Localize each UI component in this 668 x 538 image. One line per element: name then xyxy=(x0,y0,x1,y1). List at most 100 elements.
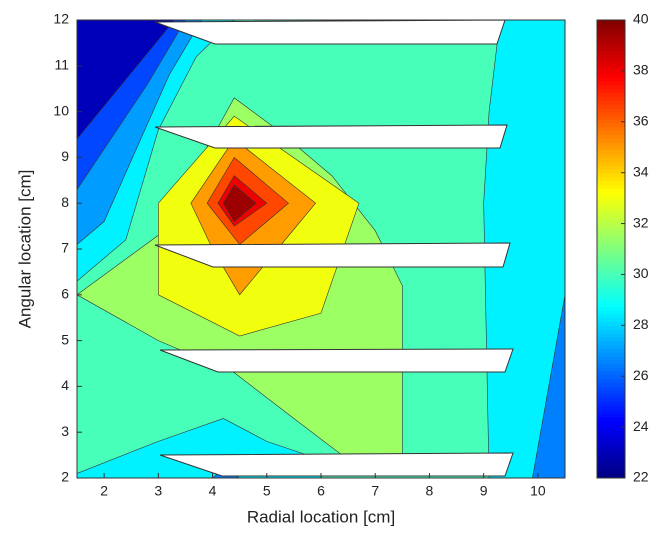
colorbar-cell xyxy=(597,138,625,143)
colorbar-cell xyxy=(597,35,625,40)
x-tick-label: 4 xyxy=(209,483,217,499)
colorbar-cell xyxy=(597,310,625,315)
colorbar-cell xyxy=(597,329,625,334)
colorbar-cell xyxy=(597,161,625,166)
colorbar-cell xyxy=(597,260,625,265)
colorbar-tick-label: 28 xyxy=(633,316,649,332)
colorbar-cell xyxy=(597,214,625,219)
colorbar-cell xyxy=(597,336,625,342)
colorbar-cell xyxy=(597,172,625,177)
colorbar-cell xyxy=(597,420,625,426)
colorbar-cell xyxy=(597,252,625,258)
colorbar-cell xyxy=(597,268,625,273)
x-tick-label: 10 xyxy=(530,483,546,499)
y-tick-label: 3 xyxy=(61,423,69,439)
colorbar-cell xyxy=(597,61,625,67)
colorbar-cell xyxy=(597,283,625,288)
colorbar-cell xyxy=(597,405,625,410)
colorbar-cell xyxy=(597,168,625,174)
colorbar-cell xyxy=(597,374,625,380)
colorbar-cell xyxy=(597,119,625,124)
colorbar-cell xyxy=(597,340,625,345)
colorbar-cell xyxy=(597,287,625,292)
contour-region xyxy=(223,184,257,222)
colorbar-cell xyxy=(597,249,625,254)
x-tick-label: 5 xyxy=(263,483,271,499)
y-tick-label: 10 xyxy=(53,102,69,118)
colorbar-cell xyxy=(597,191,625,197)
colorbar-cell xyxy=(597,176,625,181)
colorbar-cell xyxy=(597,23,625,29)
x-tick-label: 2 xyxy=(100,483,108,499)
colorbar-cell xyxy=(597,394,625,399)
colorbar: 22 24 26 28 30 32 34 36 38 40 xyxy=(596,11,649,485)
colorbar-cell xyxy=(597,325,625,330)
colorbar-cell xyxy=(597,424,625,429)
colorbar-cell xyxy=(597,455,625,460)
colorbar-cell xyxy=(597,58,625,63)
colorbar-cell xyxy=(597,50,625,55)
colorbar-cell xyxy=(597,432,625,437)
y-tick-label: 6 xyxy=(61,286,69,302)
colorbar-cell xyxy=(597,180,625,185)
colorbar-cell xyxy=(597,279,625,284)
colorbar-cell xyxy=(597,355,625,361)
colorbar-cell xyxy=(597,96,625,101)
colorbar-cell xyxy=(597,413,625,418)
colorbar-tick-label: 24 xyxy=(633,418,649,434)
colorbar-cell xyxy=(597,298,625,303)
colorbar-cell xyxy=(597,42,625,48)
colorbar-cell xyxy=(597,218,625,223)
colorbar-cell xyxy=(597,470,625,475)
colorbar-cell xyxy=(597,184,625,189)
colorbar-cell xyxy=(597,443,625,448)
colorbar-cell xyxy=(597,130,625,135)
colorbar-cell xyxy=(597,92,625,97)
colorbar-cell xyxy=(597,359,625,364)
colorbar-cell xyxy=(597,195,625,200)
fin xyxy=(159,452,514,477)
colorbar-cell xyxy=(597,123,625,128)
colorbar-cell xyxy=(597,332,625,338)
colorbar-cell xyxy=(597,203,625,208)
fins xyxy=(154,19,514,477)
x-tick-label: 6 xyxy=(317,483,325,499)
colorbar-cell xyxy=(597,54,625,59)
colorbar-tick-label: 30 xyxy=(633,265,649,281)
colorbar-tick-label: 34 xyxy=(633,163,649,179)
x-tick-label: 3 xyxy=(154,483,162,499)
colorbar-cell xyxy=(597,157,625,162)
fin xyxy=(154,19,506,45)
x-axis-label: Radial location [cm] xyxy=(247,507,395,526)
colorbar-cell xyxy=(597,153,625,158)
colorbar-cell xyxy=(597,451,625,456)
colorbar-tick-label: 36 xyxy=(633,112,649,128)
colorbar-cell xyxy=(597,317,625,323)
colorbar-cell xyxy=(597,428,625,433)
colorbar-cell xyxy=(597,207,625,212)
colorbar-cell xyxy=(597,187,625,193)
colorbar-cell xyxy=(597,474,625,479)
colorbar-cell xyxy=(597,69,625,74)
fin xyxy=(154,124,508,149)
colorbar-cell xyxy=(597,313,625,319)
fin xyxy=(154,242,511,268)
colorbar-cell xyxy=(597,386,625,391)
colorbar-cell xyxy=(597,149,625,155)
y-tick-label: 9 xyxy=(61,148,69,164)
colorbar-cell xyxy=(597,382,625,387)
colorbar-cell xyxy=(597,397,625,403)
colorbar-tick-label: 22 xyxy=(633,469,649,485)
colorbar-frame xyxy=(596,19,626,479)
colorbar-cell xyxy=(597,73,625,78)
colorbar-cell xyxy=(597,31,625,36)
colorbar-cell xyxy=(597,199,625,204)
colorbar-cell xyxy=(597,233,625,239)
colorbar-cell xyxy=(597,241,625,246)
colorbar-cell xyxy=(597,126,625,132)
colorbar-cell xyxy=(597,466,625,471)
colorbar-cell xyxy=(597,409,625,414)
colorbar-cell xyxy=(597,20,625,25)
y-tick-label: 12 xyxy=(53,11,69,27)
